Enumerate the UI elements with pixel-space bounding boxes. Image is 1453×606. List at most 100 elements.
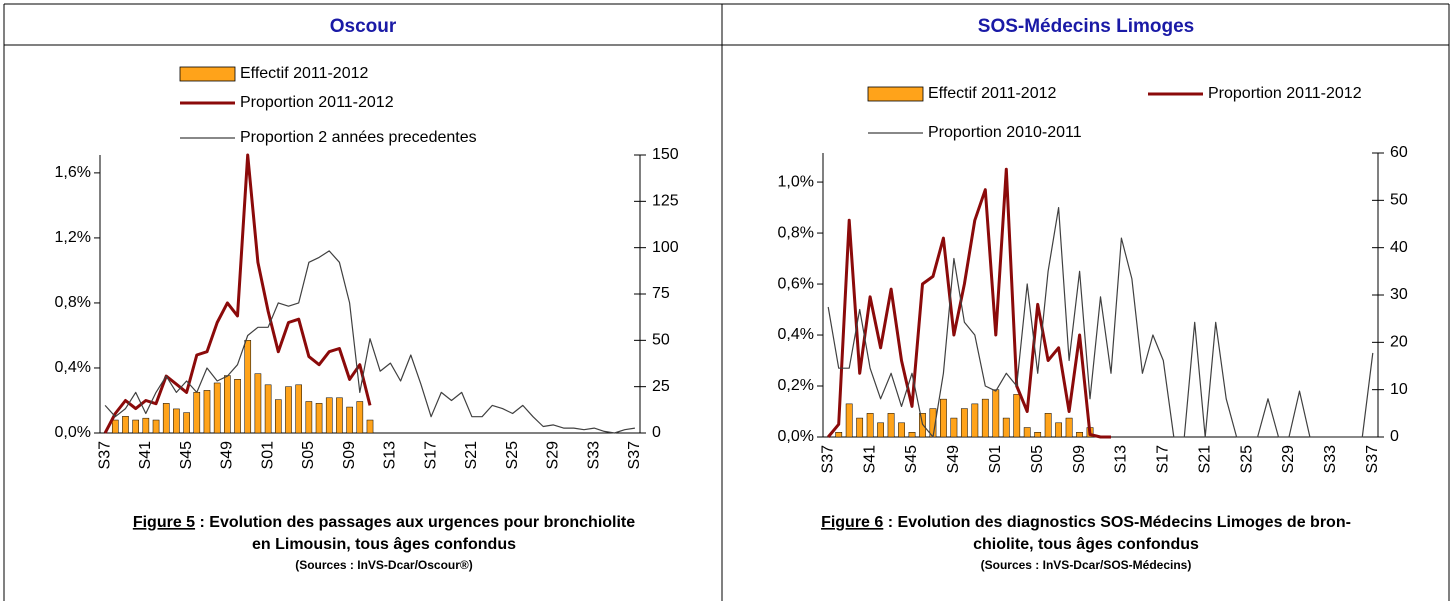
y2-tick-label: 40 bbox=[1390, 239, 1408, 256]
line-series bbox=[827, 207, 1374, 438]
bar bbox=[203, 390, 211, 434]
bar bbox=[162, 403, 170, 434]
bar bbox=[908, 432, 916, 438]
bar bbox=[940, 398, 947, 438]
bar bbox=[1055, 422, 1063, 438]
bar bbox=[285, 386, 292, 434]
bar bbox=[274, 399, 282, 434]
bar bbox=[193, 391, 201, 434]
y-tick-label: 1,0% bbox=[778, 173, 814, 190]
y-tick-label: 0,4% bbox=[55, 359, 91, 376]
bar bbox=[845, 403, 853, 438]
legend-swatch bbox=[867, 86, 924, 102]
line-series bbox=[827, 167, 1111, 439]
legend-label: Proportion 2010-2011 bbox=[928, 124, 1082, 141]
legend-label: Proportion 2011-2012 bbox=[240, 94, 394, 111]
bar bbox=[142, 417, 150, 434]
bar bbox=[244, 340, 252, 434]
bar bbox=[1044, 413, 1052, 438]
bar bbox=[1065, 417, 1073, 438]
line-series bbox=[104, 250, 635, 434]
x-tick-label: S49 bbox=[945, 445, 962, 474]
caption-source: (Sources : InVS-Dcar/Oscour®) bbox=[295, 558, 473, 572]
bar bbox=[264, 384, 272, 434]
panel-title: Oscour bbox=[330, 16, 397, 37]
bar bbox=[887, 413, 895, 438]
x-tick-label: S33 bbox=[585, 441, 602, 470]
bar bbox=[152, 419, 160, 434]
bar bbox=[111, 419, 119, 434]
y2-tick-label: 20 bbox=[1390, 334, 1408, 351]
y2-tick-label: 0 bbox=[652, 424, 661, 441]
figure-label: Figure 5 bbox=[133, 514, 195, 531]
y2-tick-label: 100 bbox=[652, 239, 679, 256]
legend-swatch bbox=[179, 66, 236, 82]
bar bbox=[971, 403, 979, 438]
x-tick-label: S29 bbox=[545, 441, 562, 470]
bar bbox=[1023, 427, 1031, 438]
x-tick-label: S01 bbox=[987, 445, 1004, 474]
bar bbox=[315, 403, 323, 434]
y2-tick-label: 125 bbox=[652, 193, 679, 210]
x-tick-label: S45 bbox=[178, 441, 195, 470]
legend-label: Effectif 2011-2012 bbox=[928, 85, 1056, 102]
x-tick-label: S13 bbox=[382, 441, 399, 470]
bar bbox=[183, 412, 190, 434]
bar bbox=[173, 408, 180, 434]
x-tick-label: S45 bbox=[903, 445, 920, 474]
bar bbox=[981, 398, 989, 438]
bar bbox=[1002, 417, 1010, 438]
bar bbox=[992, 389, 1000, 438]
bar bbox=[213, 382, 221, 434]
x-tick-label: S37 bbox=[626, 441, 643, 470]
bar bbox=[950, 417, 958, 438]
y-tick-label: 0,8% bbox=[55, 294, 91, 311]
bar bbox=[877, 422, 884, 438]
bar bbox=[295, 384, 302, 434]
caption-line: : Evolution des diagnostics SOS-Médecins… bbox=[883, 514, 1351, 531]
x-tick-label: S41 bbox=[861, 445, 878, 474]
x-tick-label: S21 bbox=[463, 441, 480, 470]
y-tick-label: 0,8% bbox=[778, 224, 814, 241]
bar bbox=[835, 432, 843, 438]
y2-tick-label: 25 bbox=[652, 378, 670, 395]
x-tick-label: S21 bbox=[1196, 445, 1213, 474]
x-tick-label: S49 bbox=[219, 441, 236, 470]
y2-tick-label: 60 bbox=[1390, 144, 1408, 161]
x-tick-label: S17 bbox=[422, 441, 439, 470]
caption-source: (Sources : InVS-Dcar/SOS-Médecins) bbox=[981, 558, 1192, 572]
legend-label: Proportion 2 années precedentes bbox=[240, 129, 477, 146]
y-tick-label: 1,2% bbox=[55, 229, 91, 246]
bar bbox=[856, 417, 864, 438]
y2-tick-label: 10 bbox=[1390, 381, 1408, 398]
bar bbox=[1013, 394, 1021, 438]
figure-label: Figure 6 bbox=[821, 514, 883, 531]
x-tick-label: S37 bbox=[96, 441, 113, 470]
bar bbox=[356, 401, 364, 434]
x-tick-label: S05 bbox=[1029, 445, 1046, 474]
y-tick-label: 0,0% bbox=[778, 428, 814, 445]
x-tick-label: S29 bbox=[1280, 445, 1297, 474]
x-tick-label: S37 bbox=[819, 445, 836, 474]
x-tick-label: S33 bbox=[1322, 445, 1339, 474]
y-tick-label: 0,2% bbox=[778, 377, 814, 394]
y-tick-label: 0,0% bbox=[55, 424, 91, 441]
line-series bbox=[103, 153, 372, 434]
figure-caption: Figure 6 : Evolution des diagnostics SOS… bbox=[821, 514, 1351, 531]
legend-label: Effectif 2011-2012 bbox=[240, 65, 368, 82]
x-tick-label: S37 bbox=[1364, 445, 1381, 474]
y2-tick-label: 30 bbox=[1390, 286, 1408, 303]
bar bbox=[866, 413, 874, 438]
bar bbox=[234, 379, 241, 434]
y2-tick-label: 50 bbox=[1390, 192, 1408, 209]
bar bbox=[254, 373, 262, 434]
x-tick-label: S09 bbox=[341, 441, 358, 470]
x-tick-label: S41 bbox=[137, 441, 154, 470]
x-tick-label: S05 bbox=[300, 441, 317, 470]
caption-line: en Limousin, tous âges confondus bbox=[252, 536, 516, 553]
bar bbox=[346, 406, 353, 434]
x-tick-label: S01 bbox=[259, 441, 276, 470]
caption-line: chiolite, tous âges confondus bbox=[973, 536, 1199, 553]
